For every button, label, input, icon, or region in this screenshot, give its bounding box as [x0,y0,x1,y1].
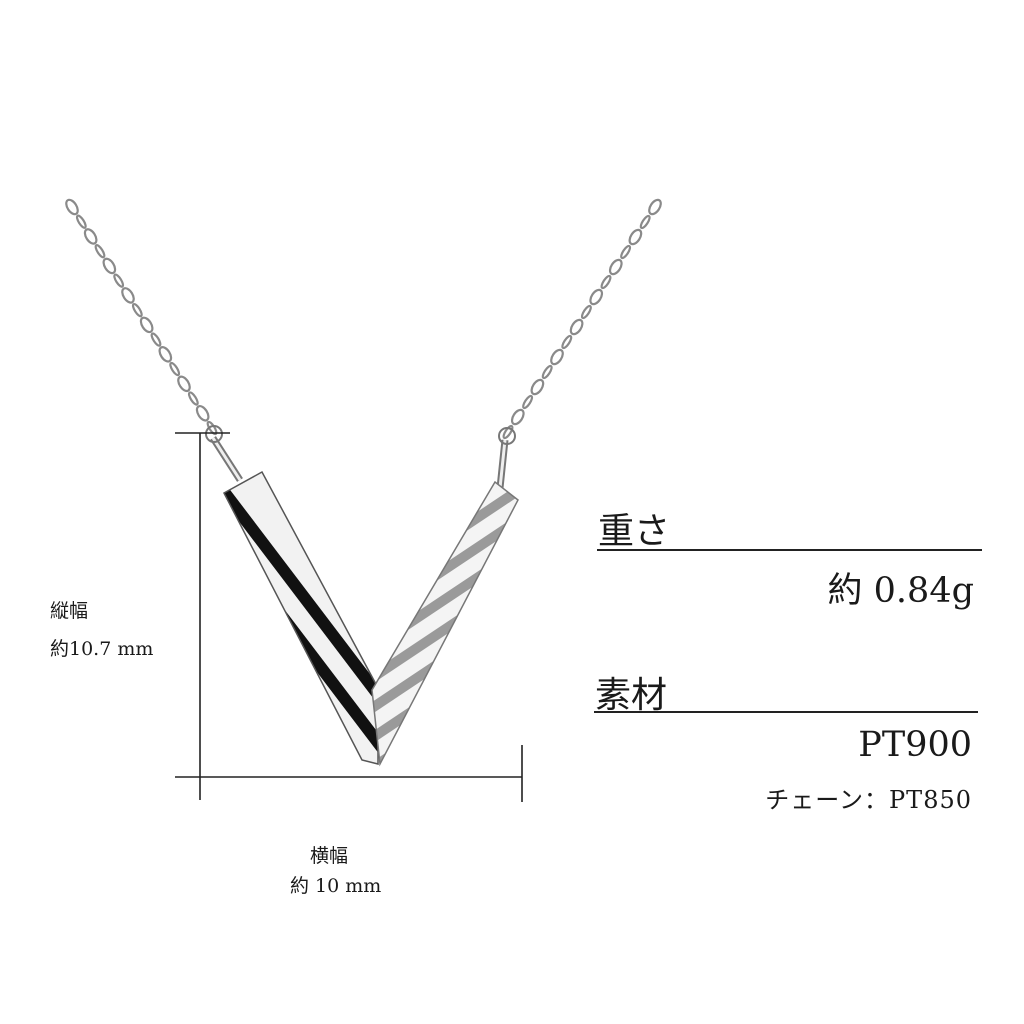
bail-left [205,425,243,482]
chain-link [569,318,584,336]
chain-link [589,288,604,306]
stripe [224,472,378,740]
chain-material: チェーン：PT850 [765,786,972,814]
chain-link [600,274,612,290]
chain-link [94,244,106,259]
chain-link [158,346,173,363]
bail-right [496,427,516,489]
chain-link [150,332,162,347]
chain-link [102,257,117,275]
material-heading: 素材 [595,675,668,716]
material-divider [594,711,978,713]
weight-value: 約 0.84g [827,571,974,611]
chain-link [530,378,545,396]
height-label: 縦幅 [50,600,89,622]
chain-link [620,244,632,260]
weight-heading: 重さ [598,511,671,552]
chain-link [510,408,525,426]
width-value: 約 10 mm [290,875,382,897]
width-label: 横幅 [310,845,349,867]
chain-link [113,273,125,288]
chain [65,198,662,440]
chain-link [169,361,181,377]
chain-link [83,228,98,245]
chain-link [65,198,79,216]
chain-link [541,364,553,380]
chain-link [502,424,514,440]
chain-link [177,375,191,393]
weight-divider [597,549,982,551]
material-value: PT900 [858,725,972,765]
chain-link [195,404,210,422]
chain-link [561,334,573,350]
chain-link [187,391,199,406]
chain-link [550,348,564,366]
chain-link [522,394,534,410]
chain-link [131,302,143,318]
dimension-lines [175,432,523,802]
chain-link [580,304,592,320]
chain-link [121,287,135,304]
chain-link [608,258,623,276]
height-value: 約10.7 mm [50,638,154,660]
chain-link [75,214,87,229]
chain-link [628,228,643,246]
chain-link [648,198,662,216]
chain-link [139,316,154,334]
stripe [372,530,518,662]
chain-link [639,214,651,230]
